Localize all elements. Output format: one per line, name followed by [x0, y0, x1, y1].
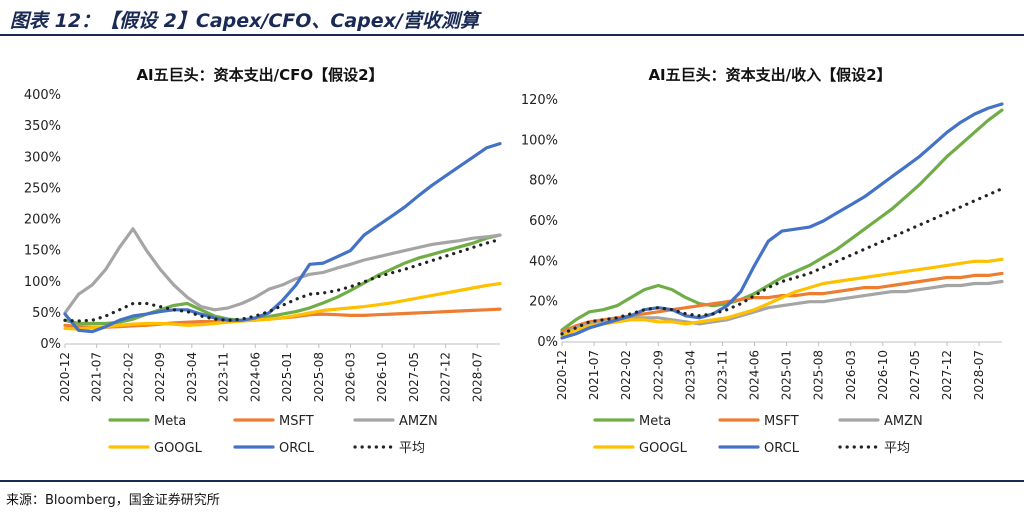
- chart-title: AI五巨头：资本支出/CFO【假设2】: [136, 66, 383, 84]
- x-tick-label: 2028-07: [972, 350, 986, 400]
- y-tick-label: 50%: [32, 306, 61, 321]
- y-tick-label: 100%: [521, 133, 558, 148]
- x-tick-label: 2027-12: [940, 350, 954, 400]
- x-tick-label: 2026-03: [844, 350, 858, 400]
- legend-label: ORCL: [279, 441, 315, 456]
- series-line-平均: [560, 187, 1004, 336]
- series-line-Meta: [63, 233, 502, 326]
- y-tick-label: 250%: [24, 181, 61, 196]
- series-line-ORCL: [560, 102, 1004, 340]
- y-tick-label: 100%: [24, 275, 61, 290]
- x-tick-label: 2020-12: [58, 352, 72, 402]
- series-line-平均: [63, 237, 502, 323]
- x-tick-label: 2021-07: [587, 350, 601, 400]
- legend-label: Meta: [154, 414, 186, 429]
- series-line-MSFT: [560, 271, 1004, 334]
- y-tick-label: 20%: [529, 295, 558, 310]
- legend-label: ORCL: [764, 441, 800, 456]
- x-tick-label: 2020-12: [555, 350, 569, 400]
- series-line-AMZN: [63, 227, 502, 315]
- x-tick-label: 2023-04: [683, 350, 697, 400]
- x-tick-label: 2022-02: [619, 350, 633, 400]
- y-tick-label: 0%: [40, 337, 61, 352]
- y-tick-label: 350%: [24, 119, 61, 134]
- y-tick-label: 80%: [529, 174, 558, 189]
- bottom-divider: [0, 480, 1024, 482]
- legend-label: Meta: [639, 414, 671, 429]
- legend-label: AMZN: [399, 414, 438, 429]
- series-line-Meta: [560, 108, 1004, 332]
- legend-label: AMZN: [884, 414, 923, 429]
- x-tick-label: 2025-08: [312, 352, 326, 402]
- x-tick-label: 2021-07: [90, 352, 104, 402]
- x-tick-label: 2022-02: [121, 352, 135, 402]
- figure-title: 图表 12：【假设 2】Capex/CFO、Capex/营收测算: [10, 10, 479, 32]
- x-tick-label: 2022-09: [651, 350, 665, 400]
- x-tick-label: 2025-01: [280, 352, 294, 402]
- x-tick-label: 2024-06: [248, 352, 262, 402]
- chart-capex-cfo: AI五巨头：资本支出/CFO【假设2】 0% 50% 100% 150% 200% 250%…: [24, 66, 502, 456]
- x-tick-label: 2026-10: [375, 352, 389, 402]
- y-tick-label: 60%: [529, 214, 558, 229]
- x-tick-label: 2027-05: [407, 352, 421, 402]
- y-tick-label: 40%: [529, 254, 558, 269]
- x-tick-label: 2026-10: [876, 350, 890, 400]
- legend-label: GOOGL: [639, 441, 688, 456]
- x-tick-label: 2022-09: [153, 352, 167, 402]
- x-tick-label: 2025-08: [812, 350, 826, 400]
- y-tick-label: 120%: [521, 93, 558, 108]
- series-line-AMZN: [560, 279, 1004, 336]
- x-tick-label: 2024-06: [748, 350, 762, 400]
- x-tick-label: 2028-07: [470, 352, 484, 402]
- y-tick-label: 300%: [24, 150, 61, 165]
- x-tick-label: 2023-11: [715, 350, 729, 400]
- x-tick-label: 2023-04: [185, 352, 199, 402]
- chart-capex-revenue: AI五巨头：资本支出/收入【假设2】 0% 20% 40% 60% 80% 100% 120%…: [521, 66, 1004, 456]
- x-tick-label: 2023-11: [217, 352, 231, 402]
- y-tick-label: 200%: [24, 213, 61, 228]
- series-line-GOOGL: [560, 257, 1004, 338]
- y-tick-label: 150%: [24, 244, 61, 259]
- series-line-ORCL: [63, 141, 502, 334]
- y-tick-label: 400%: [24, 88, 61, 103]
- x-tick-label: 2026-03: [343, 352, 357, 402]
- series-line-GOOGL: [63, 282, 502, 331]
- x-tick-label: 2025-01: [780, 350, 794, 400]
- chart-title: AI五巨头：资本支出/收入【假设2】: [648, 66, 891, 84]
- legend-label: MSFT: [764, 414, 799, 429]
- x-tick-label: 2027-12: [439, 352, 453, 402]
- top-divider: [0, 34, 1024, 36]
- legend-label: GOOGL: [154, 441, 203, 456]
- legend-label: 平均: [399, 441, 425, 456]
- x-tick-label: 2027-05: [908, 350, 922, 400]
- legend-label: 平均: [884, 441, 910, 456]
- source-note: 来源：Bloomberg，国金证券研究所: [6, 493, 220, 508]
- y-tick-label: 0%: [537, 335, 558, 350]
- legend-label: MSFT: [279, 414, 314, 429]
